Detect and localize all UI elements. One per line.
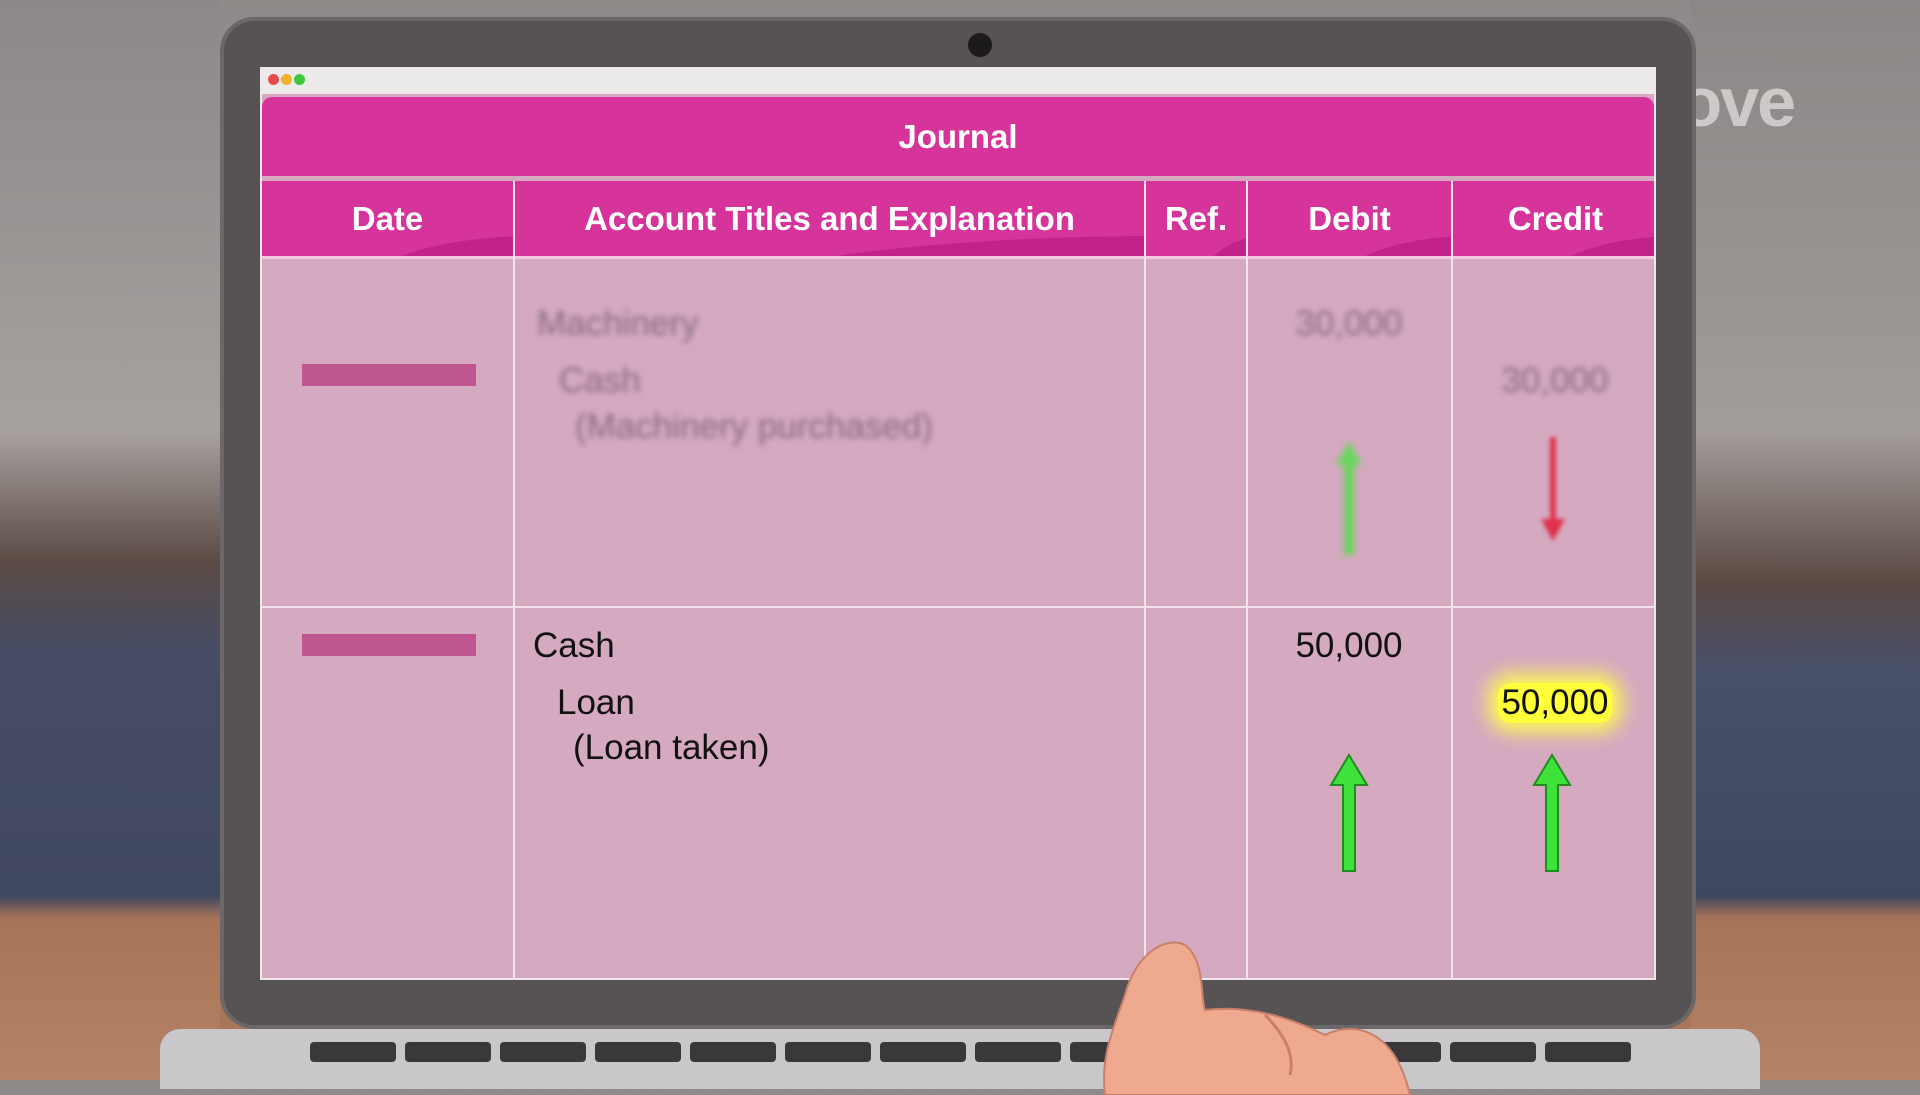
credit-account: Loan [557, 683, 635, 722]
background-right [1690, 0, 1920, 1080]
header-label: Date [351, 199, 424, 237]
credit-amount-highlighted: 50,000 [1497, 683, 1613, 723]
date-placeholder-bar [302, 364, 476, 386]
window-minimize-dot[interactable] [281, 74, 292, 85]
header-label: Credit [1507, 199, 1604, 237]
column-header-credit: Credit [1453, 181, 1654, 259]
header-label: Ref. [1164, 199, 1228, 237]
webcam [968, 33, 992, 57]
divider [1246, 181, 1248, 978]
header-label: Account Titles and Explanation [584, 199, 1075, 237]
debit-account: Machinery [537, 304, 699, 343]
pointing-hand [1103, 941, 1412, 1095]
divider [1144, 181, 1146, 978]
debit-amount: 50,000 [1295, 626, 1403, 665]
column-header-date: Date [262, 181, 513, 259]
divider [513, 181, 515, 978]
window-close-dot[interactable] [268, 74, 279, 85]
debit-account: Cash [533, 626, 615, 665]
header-label: Debit [1308, 199, 1391, 237]
explanation: (Machinery purchased) [575, 407, 933, 446]
divider [1451, 181, 1453, 978]
arrow-up-icon [1336, 441, 1362, 555]
arrow-down-icon [1541, 437, 1565, 541]
date-placeholder-bar [302, 634, 476, 656]
laptop-screen: Journal Date Account Titles and Explanat… [260, 67, 1656, 980]
column-header-account: Account Titles and Explanation [515, 181, 1144, 259]
column-header-debit: Debit [1248, 181, 1451, 259]
explanation: (Loan taken) [573, 728, 770, 767]
debit-amount: 30,000 [1295, 304, 1403, 343]
row-divider [262, 606, 1654, 608]
journal-title-text: Journal [898, 117, 1018, 155]
arrow-up-icon [1532, 753, 1572, 872]
background-left [0, 0, 220, 1080]
credit-account: Cash [559, 361, 641, 400]
column-header-ref: Ref. [1146, 181, 1246, 259]
credit-amount: 30,000 [1501, 361, 1609, 400]
arrow-up-icon [1329, 753, 1369, 872]
window-titlebar [262, 69, 1654, 94]
window-maximize-dot[interactable] [294, 74, 305, 85]
journal-title: Journal [262, 97, 1654, 176]
